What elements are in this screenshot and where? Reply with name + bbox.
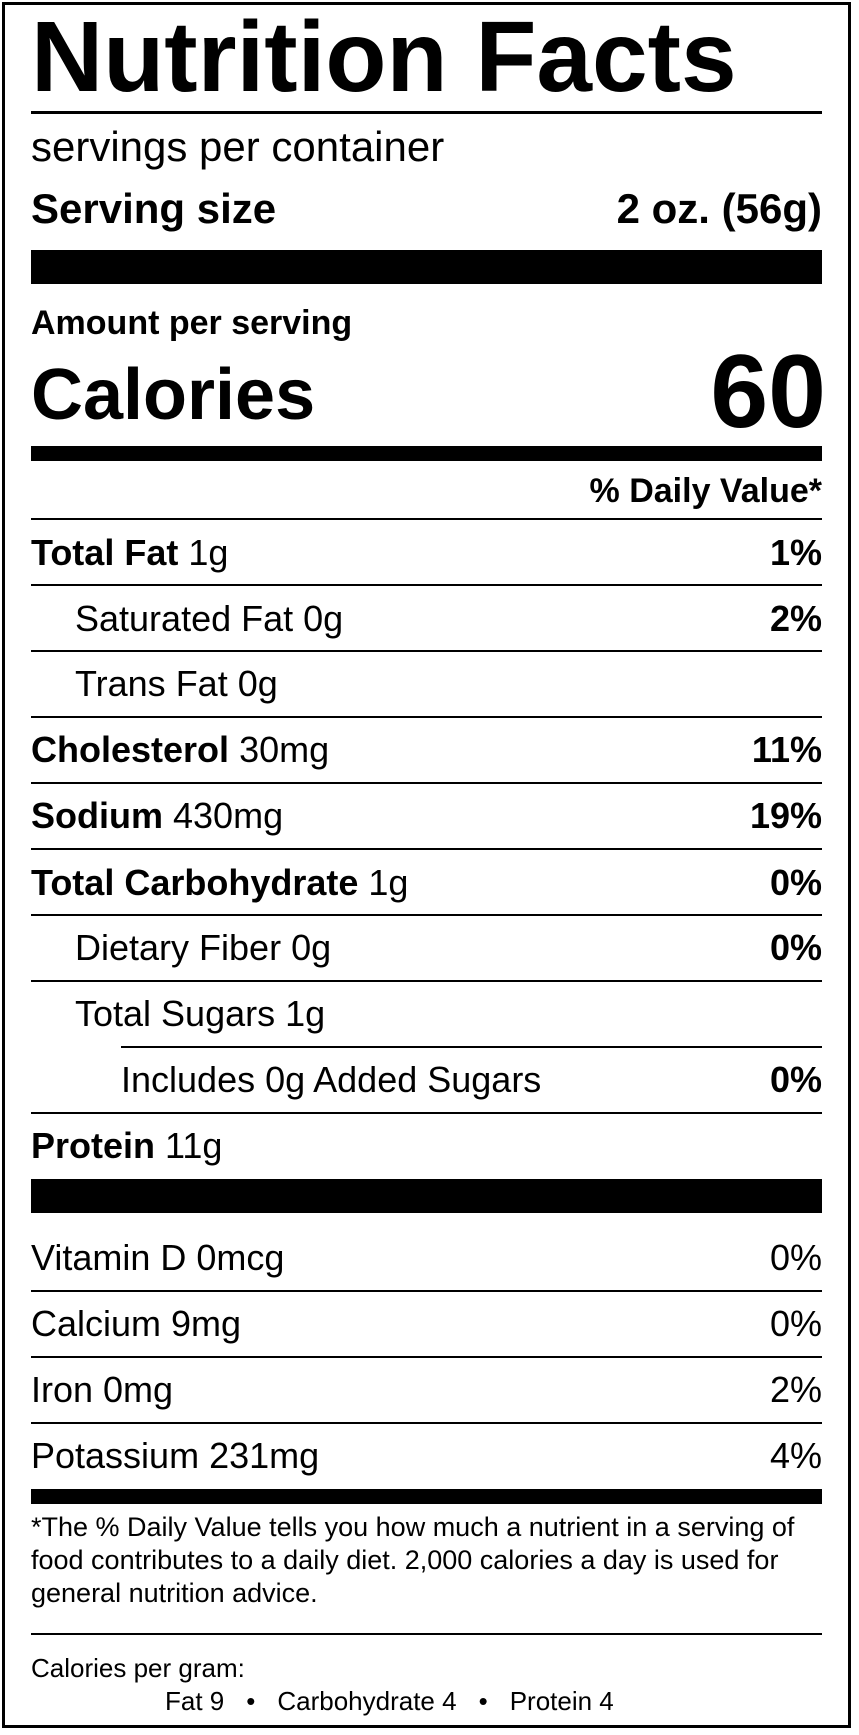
- label-title: Nutrition Facts: [31, 1, 737, 113]
- row-divider: [31, 914, 822, 916]
- bullet-separator: •: [478, 1686, 488, 1716]
- dv-added-sugars: 0%: [769, 1059, 822, 1100]
- daily-value-footnote: *The % Daily Value tells you how much a …: [31, 1512, 795, 1608]
- thick-divider-serving: [31, 250, 822, 284]
- cpg-protein: Protein 4: [509, 1686, 614, 1716]
- row-divider: [31, 716, 822, 718]
- calories-per-gram-values: Fat 9 • Carbohydrate 4 • Protein 4: [165, 1685, 614, 1717]
- footnote-divider: [31, 1633, 822, 1635]
- thick-divider-vitamins: [31, 1179, 822, 1213]
- dv-total-fat: 1%: [769, 532, 822, 573]
- dv-vitamin-d: 0%: [769, 1237, 822, 1278]
- dv-total-carbohydrate: 0%: [769, 862, 822, 903]
- nutrient-saturated-fat: Saturated Fat 0g: [75, 598, 344, 639]
- row-divider: [31, 584, 822, 586]
- nutrient-trans-fat: Trans Fat 0g: [75, 663, 278, 704]
- iron: Iron 0mg: [31, 1369, 174, 1410]
- dv-cholesterol: 11%: [751, 729, 822, 770]
- nutrient-total-fat: Total Fat 1g: [31, 532, 229, 573]
- nutrient-added-sugars: Includes 0g Added Sugars: [121, 1059, 542, 1100]
- dv-saturated-fat: 2%: [769, 598, 822, 639]
- row-divider-indented: [121, 1046, 822, 1048]
- vitamin-d: Vitamin D 0mcg: [31, 1237, 285, 1278]
- row-divider: [31, 980, 822, 982]
- cpg-carbohydrate: Carbohydrate 4: [277, 1686, 457, 1716]
- nutrient-dietary-fiber: Dietary Fiber 0g: [75, 927, 332, 968]
- dv-dietary-fiber: 0%: [769, 927, 822, 968]
- calories-label: Calories: [31, 355, 316, 435]
- bullet-separator: •: [246, 1686, 256, 1716]
- servings-per-container: servings per container: [31, 123, 445, 170]
- calories-value: 60: [710, 334, 826, 450]
- row-divider: [31, 1112, 822, 1114]
- dv-calcium: 0%: [769, 1303, 822, 1344]
- medium-divider-calories: [31, 446, 822, 461]
- serving-size-value: 2 oz. (56g): [616, 185, 822, 232]
- calcium: Calcium 9mg: [31, 1303, 242, 1344]
- nutrient-protein: Protein 11g: [31, 1125, 223, 1166]
- row-divider: [31, 1356, 822, 1358]
- daily-value-header: % Daily Value*: [589, 472, 822, 510]
- nutrient-total-carbohydrate: Total Carbohydrate 1g: [31, 862, 409, 903]
- nutrient-sodium: Sodium 430mg: [31, 795, 284, 836]
- row-divider: [31, 1290, 822, 1292]
- row-divider: [31, 1422, 822, 1424]
- row-divider: [31, 848, 822, 850]
- row-divider: [31, 782, 822, 784]
- dv-iron: 2%: [769, 1369, 822, 1410]
- calories-per-gram-label: Calories per gram:: [31, 1653, 245, 1683]
- title-divider: [31, 111, 822, 114]
- nutrient-total-sugars: Total Sugars 1g: [75, 993, 326, 1034]
- row-divider: [31, 650, 822, 652]
- serving-size-label: Serving size: [31, 185, 277, 232]
- amount-per-serving: Amount per serving: [31, 304, 353, 342]
- nutrient-cholesterol: Cholesterol 30mg: [31, 729, 330, 770]
- row-divider: [31, 518, 822, 520]
- potassium: Potassium 231mg: [31, 1435, 320, 1476]
- medium-divider-footnote: [31, 1489, 822, 1504]
- dv-potassium: 4%: [769, 1435, 822, 1476]
- cpg-fat: Fat 9: [165, 1686, 225, 1716]
- dv-sodium: 19%: [749, 795, 822, 836]
